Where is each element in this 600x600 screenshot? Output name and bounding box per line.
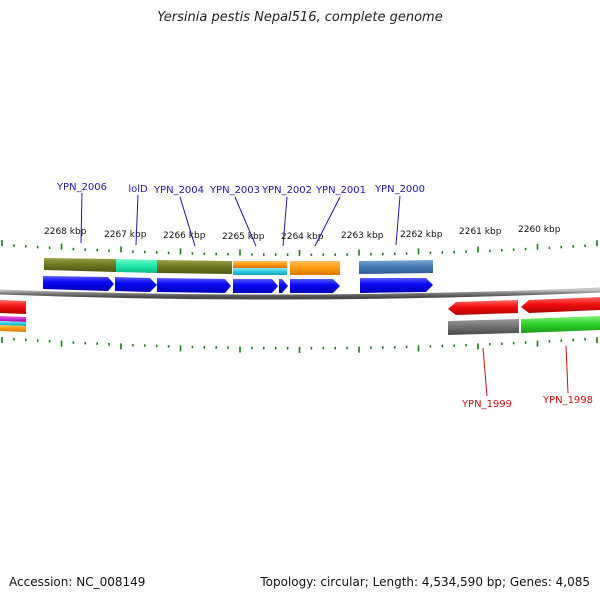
gene-label: lolD [128, 184, 148, 195]
gene-label: YPN_2004 [153, 185, 204, 196]
scale-label: 2267 kbp [104, 230, 147, 240]
gene-label: YPN_1999 [461, 399, 512, 410]
feature-block-orange [233, 261, 287, 268]
cds-arrow-left-edge [0, 300, 26, 314]
inner-tick-ring [1, 337, 598, 353]
feature-block-orange [0, 325, 26, 332]
cds-arrow [290, 279, 340, 293]
gene-label: YPN_2006 [56, 182, 107, 193]
feature-block-cyan [233, 268, 287, 275]
gene-label: YPN_2003 [209, 185, 260, 196]
genome-summary-text: Topology: circular; Length: 4,534,590 bp… [260, 575, 590, 589]
cds-arrow [360, 278, 433, 293]
scale-label: 2264 kbp [281, 232, 324, 242]
feature-block-olive [44, 258, 116, 272]
cds-arrow [115, 277, 157, 292]
cds-arrow [279, 279, 288, 293]
map-title: Yersinia pestis Nepal516, complete genom… [157, 10, 443, 25]
scale-label: 2262 kbp [400, 230, 443, 240]
gene-label: YPN_1998 [542, 395, 593, 406]
feature-track-lower [0, 316, 600, 335]
feature-block-grey [448, 319, 519, 335]
outer-tick-ring [1, 240, 598, 256]
leader-line [80, 192, 83, 244]
gene-label: YPN_2002 [261, 185, 312, 196]
scale-label: 2268 kbp [44, 227, 87, 237]
scale-label: 2260 kbp [518, 225, 561, 235]
leader-line [482, 347, 488, 397]
cds-arrow [157, 278, 231, 293]
feature-block-aqua [116, 259, 157, 273]
gene-label: YPN_2001 [315, 185, 366, 196]
leader-line [282, 196, 288, 247]
gene-labels-top: YPN_2006 lolD YPN_2004 YPN_2003 YPN_2002… [56, 182, 425, 247]
accession-text: Accession: NC_008149 [9, 575, 146, 589]
leader-line [135, 194, 139, 246]
leader-line [395, 195, 401, 246]
leader-line [234, 196, 257, 247]
cds-arrow [43, 276, 114, 291]
cds-arrow [233, 279, 278, 293]
genome-backbone [0, 287, 600, 300]
forward-cds-track [43, 276, 433, 293]
feature-block-olive [157, 260, 232, 274]
reverse-cds-track [0, 297, 600, 315]
leader-line [565, 345, 569, 394]
leader-line [179, 196, 196, 247]
gene-label: YPN_2000 [374, 184, 425, 195]
feature-track-upper [44, 258, 433, 275]
feature-block-magenta [0, 316, 26, 322]
scale-label: 2265 kbp [222, 232, 265, 242]
scale-label: 2266 kbp [163, 231, 206, 241]
feature-block-cyan [0, 321, 26, 326]
scale-labels: 2268 kbp 2267 kbp 2266 kbp 2265 kbp 2264… [44, 225, 561, 242]
gene-labels-bottom: YPN_1999 YPN_1998 [461, 345, 593, 410]
feature-block-steel [359, 260, 433, 274]
feature-block-green [521, 316, 600, 333]
scale-label: 2261 kbp [459, 227, 502, 237]
scale-label: 2263 kbp [341, 231, 384, 241]
leader-line [314, 196, 341, 247]
cds-arrow [448, 300, 518, 315]
feature-block-orange [290, 261, 340, 275]
cds-arrow [521, 297, 600, 313]
